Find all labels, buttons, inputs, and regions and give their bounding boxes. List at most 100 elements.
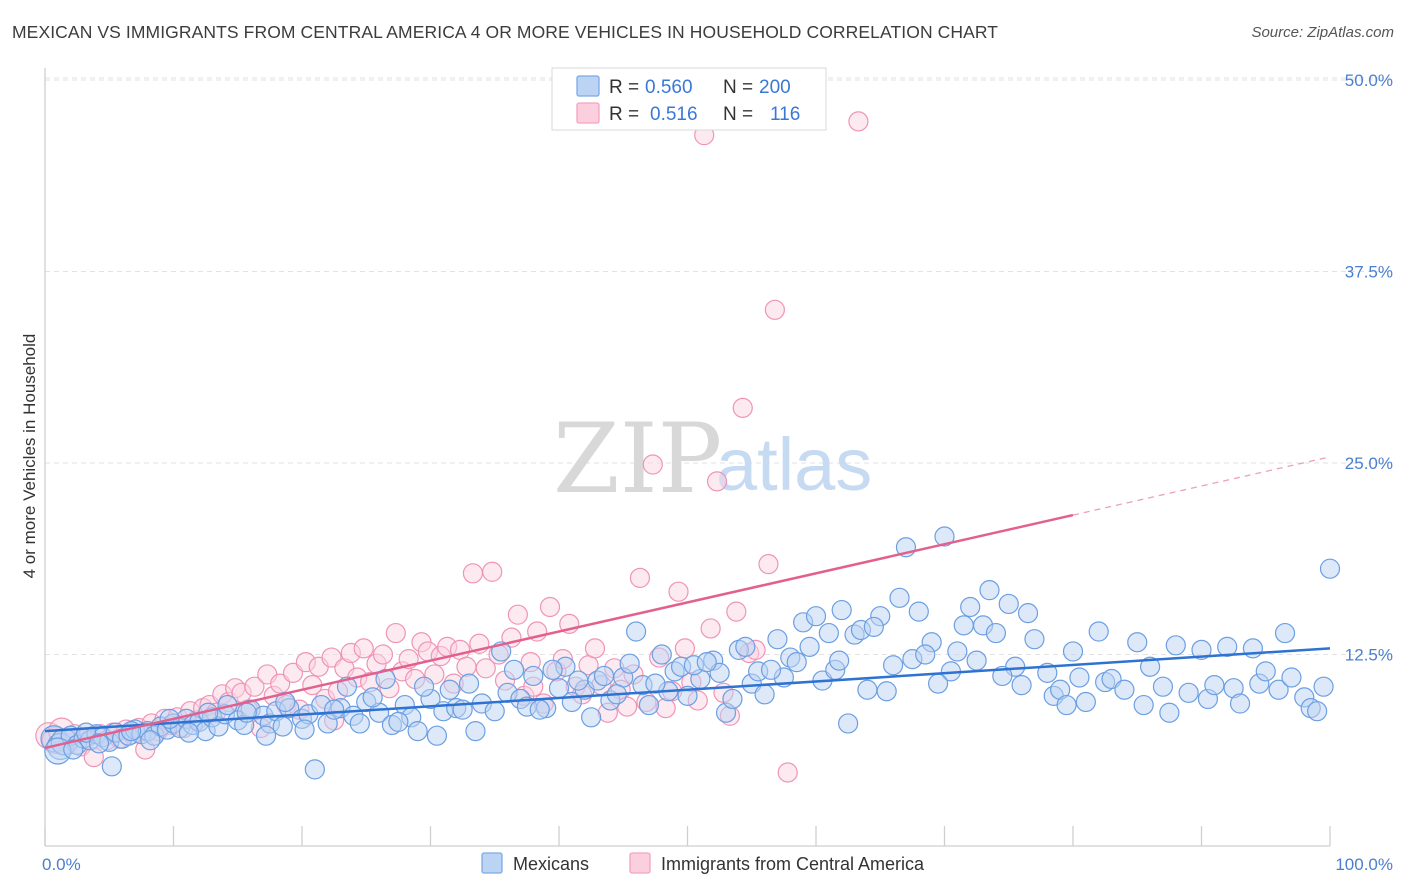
immigrants-point-85 — [584, 638, 606, 659]
mexicans-point-104 — [934, 526, 955, 547]
mexicans-point-162 — [255, 725, 277, 746]
mexicans-point-127 — [1133, 694, 1154, 716]
mexicans-point-178 — [581, 707, 602, 728]
mexicans-point-43 — [349, 713, 370, 734]
immigrants-point-103 — [700, 618, 721, 639]
mexicans-point-141 — [1255, 661, 1276, 682]
legend-series-label-mexicans: Mexicans — [513, 854, 589, 874]
legend-swatch-immigrants — [576, 102, 600, 124]
mexicans-point-195 — [915, 644, 936, 665]
immigrants-point-94 — [642, 454, 663, 475]
mexicans-point-189 — [786, 652, 807, 673]
mexicans-point-165 — [324, 699, 345, 720]
mexicans-point-49 — [407, 720, 428, 742]
mexicans-point-175 — [529, 699, 550, 720]
mexicans-point-115 — [1024, 629, 1045, 650]
mexicans-point-185 — [696, 652, 717, 673]
mexicans-point-61 — [523, 665, 544, 687]
mexicans-point-144 — [1281, 667, 1302, 688]
mexicans-point-168 — [375, 668, 396, 690]
mexicans-point-187 — [735, 636, 756, 657]
immigrants-point-78 — [539, 596, 561, 618]
legend-series-label-immigrants: Immigrants from Central America — [661, 854, 925, 874]
mexicans-point-154 — [101, 756, 122, 777]
immigrants-point-69 — [482, 561, 503, 582]
mexicans-point-182 — [645, 673, 666, 694]
immigrants-point-111 — [758, 554, 779, 575]
mexicans-point-114 — [1011, 675, 1032, 696]
axes — [44, 68, 1331, 847]
y-tick-labels: 12.5% 25.0% 37.5% 50.0% — [1345, 71, 1393, 665]
mexicans-point-126 — [1127, 632, 1148, 653]
immigrants-point-73 — [507, 604, 528, 625]
mexicans-point-192 — [838, 713, 859, 734]
mexicans-point-96 — [857, 679, 878, 700]
mexicans-point-156 — [140, 730, 161, 751]
mexicans-point-125 — [1114, 679, 1135, 700]
mexicans-point-112 — [998, 593, 1019, 615]
mexicans-point-135 — [1204, 675, 1225, 696]
immigrants-point-113 — [777, 762, 798, 783]
mexicans-point-142 — [1268, 679, 1289, 700]
mexicans-point-153 — [88, 733, 110, 754]
mexicans-point-197 — [953, 615, 974, 636]
mexicans-point-85 — [767, 629, 788, 650]
chart-title: MEXICAN VS IMMIGRANTS FROM CENTRAL AMERI… — [12, 22, 999, 42]
mexicans-point-91 — [818, 622, 839, 644]
immigrants-point-112 — [764, 299, 785, 320]
grid-lines — [45, 77, 1393, 655]
mexicans-point-181 — [619, 653, 640, 674]
immigrants-point-98 — [668, 581, 689, 602]
mexicans-point-129 — [1152, 676, 1174, 697]
mexicans-point-119 — [1062, 641, 1084, 662]
legend-r-label-2: R = — [609, 104, 639, 125]
chart-source: Source: ZipAtlas.com — [1251, 24, 1394, 41]
mexicans-point-116 — [1037, 662, 1058, 683]
mexicans-point-158 — [178, 722, 200, 743]
immigrants-point-52 — [372, 644, 394, 665]
trend-line-immigrants — [44, 513, 1074, 750]
mexicans-point-143 — [1274, 622, 1296, 644]
legend-n-value-2: 116 — [770, 104, 800, 125]
legend-series-swatch-mexicans — [481, 852, 503, 874]
mexicans-point-89 — [805, 606, 827, 627]
legend-series: Mexicans Immigrants from Central America — [481, 852, 925, 874]
trend-line-immigrants-extension — [1072, 456, 1331, 516]
mexicans-point-84 — [754, 684, 775, 705]
mexicans-point-106 — [947, 641, 968, 662]
immigrants-point-66 — [462, 563, 484, 584]
legend-r-label-1: R = — [609, 77, 639, 98]
mexicans-point-70 — [625, 621, 647, 642]
watermark-atlas: atlas — [716, 423, 872, 506]
mexicans-point-107 — [960, 596, 981, 618]
mexicans-point-179 — [593, 665, 615, 687]
legend-n-value-1: 200 — [759, 77, 791, 98]
mexicans-point-128 — [1139, 656, 1161, 677]
mexicans-point-139 — [1242, 638, 1264, 659]
mexicans-point-169 — [388, 711, 409, 733]
mexicans-point-196 — [927, 673, 949, 694]
y-tick-label-3: 50.0% — [1345, 71, 1393, 90]
legend-stats: R = 0.560 N = 200 R = 0.516 N = 116 — [551, 67, 827, 131]
mexicans-point-174 — [503, 659, 525, 680]
mexicans-point-56 — [484, 701, 505, 722]
mexicans-point-148 — [1313, 676, 1334, 697]
trend-line-mexicans — [44, 647, 1331, 733]
mexicans-point-166 — [336, 676, 358, 697]
legend-r-value-1: 0.560 — [645, 77, 693, 98]
y-axis-label: 4 or more Vehicles in Household — [20, 334, 39, 579]
mexicans-point-149 — [1319, 558, 1341, 579]
x-tick-label-min: 0.0% — [42, 855, 81, 874]
mexicans-point-191 — [829, 650, 850, 671]
mexicans-point-111 — [985, 622, 1007, 644]
immigrants-point-92 — [629, 567, 651, 589]
x-tick-label-max: 100.0% — [1335, 855, 1393, 874]
immigrants-point-96 — [655, 698, 676, 719]
mexicans-point-122 — [1088, 621, 1109, 642]
mexicans-point-108 — [966, 650, 987, 671]
immigrants-point-108 — [732, 397, 753, 418]
immigrants-point-114 — [848, 111, 869, 132]
mexicans-point-190 — [799, 636, 820, 657]
y-tick-label-2: 37.5% — [1345, 263, 1393, 282]
